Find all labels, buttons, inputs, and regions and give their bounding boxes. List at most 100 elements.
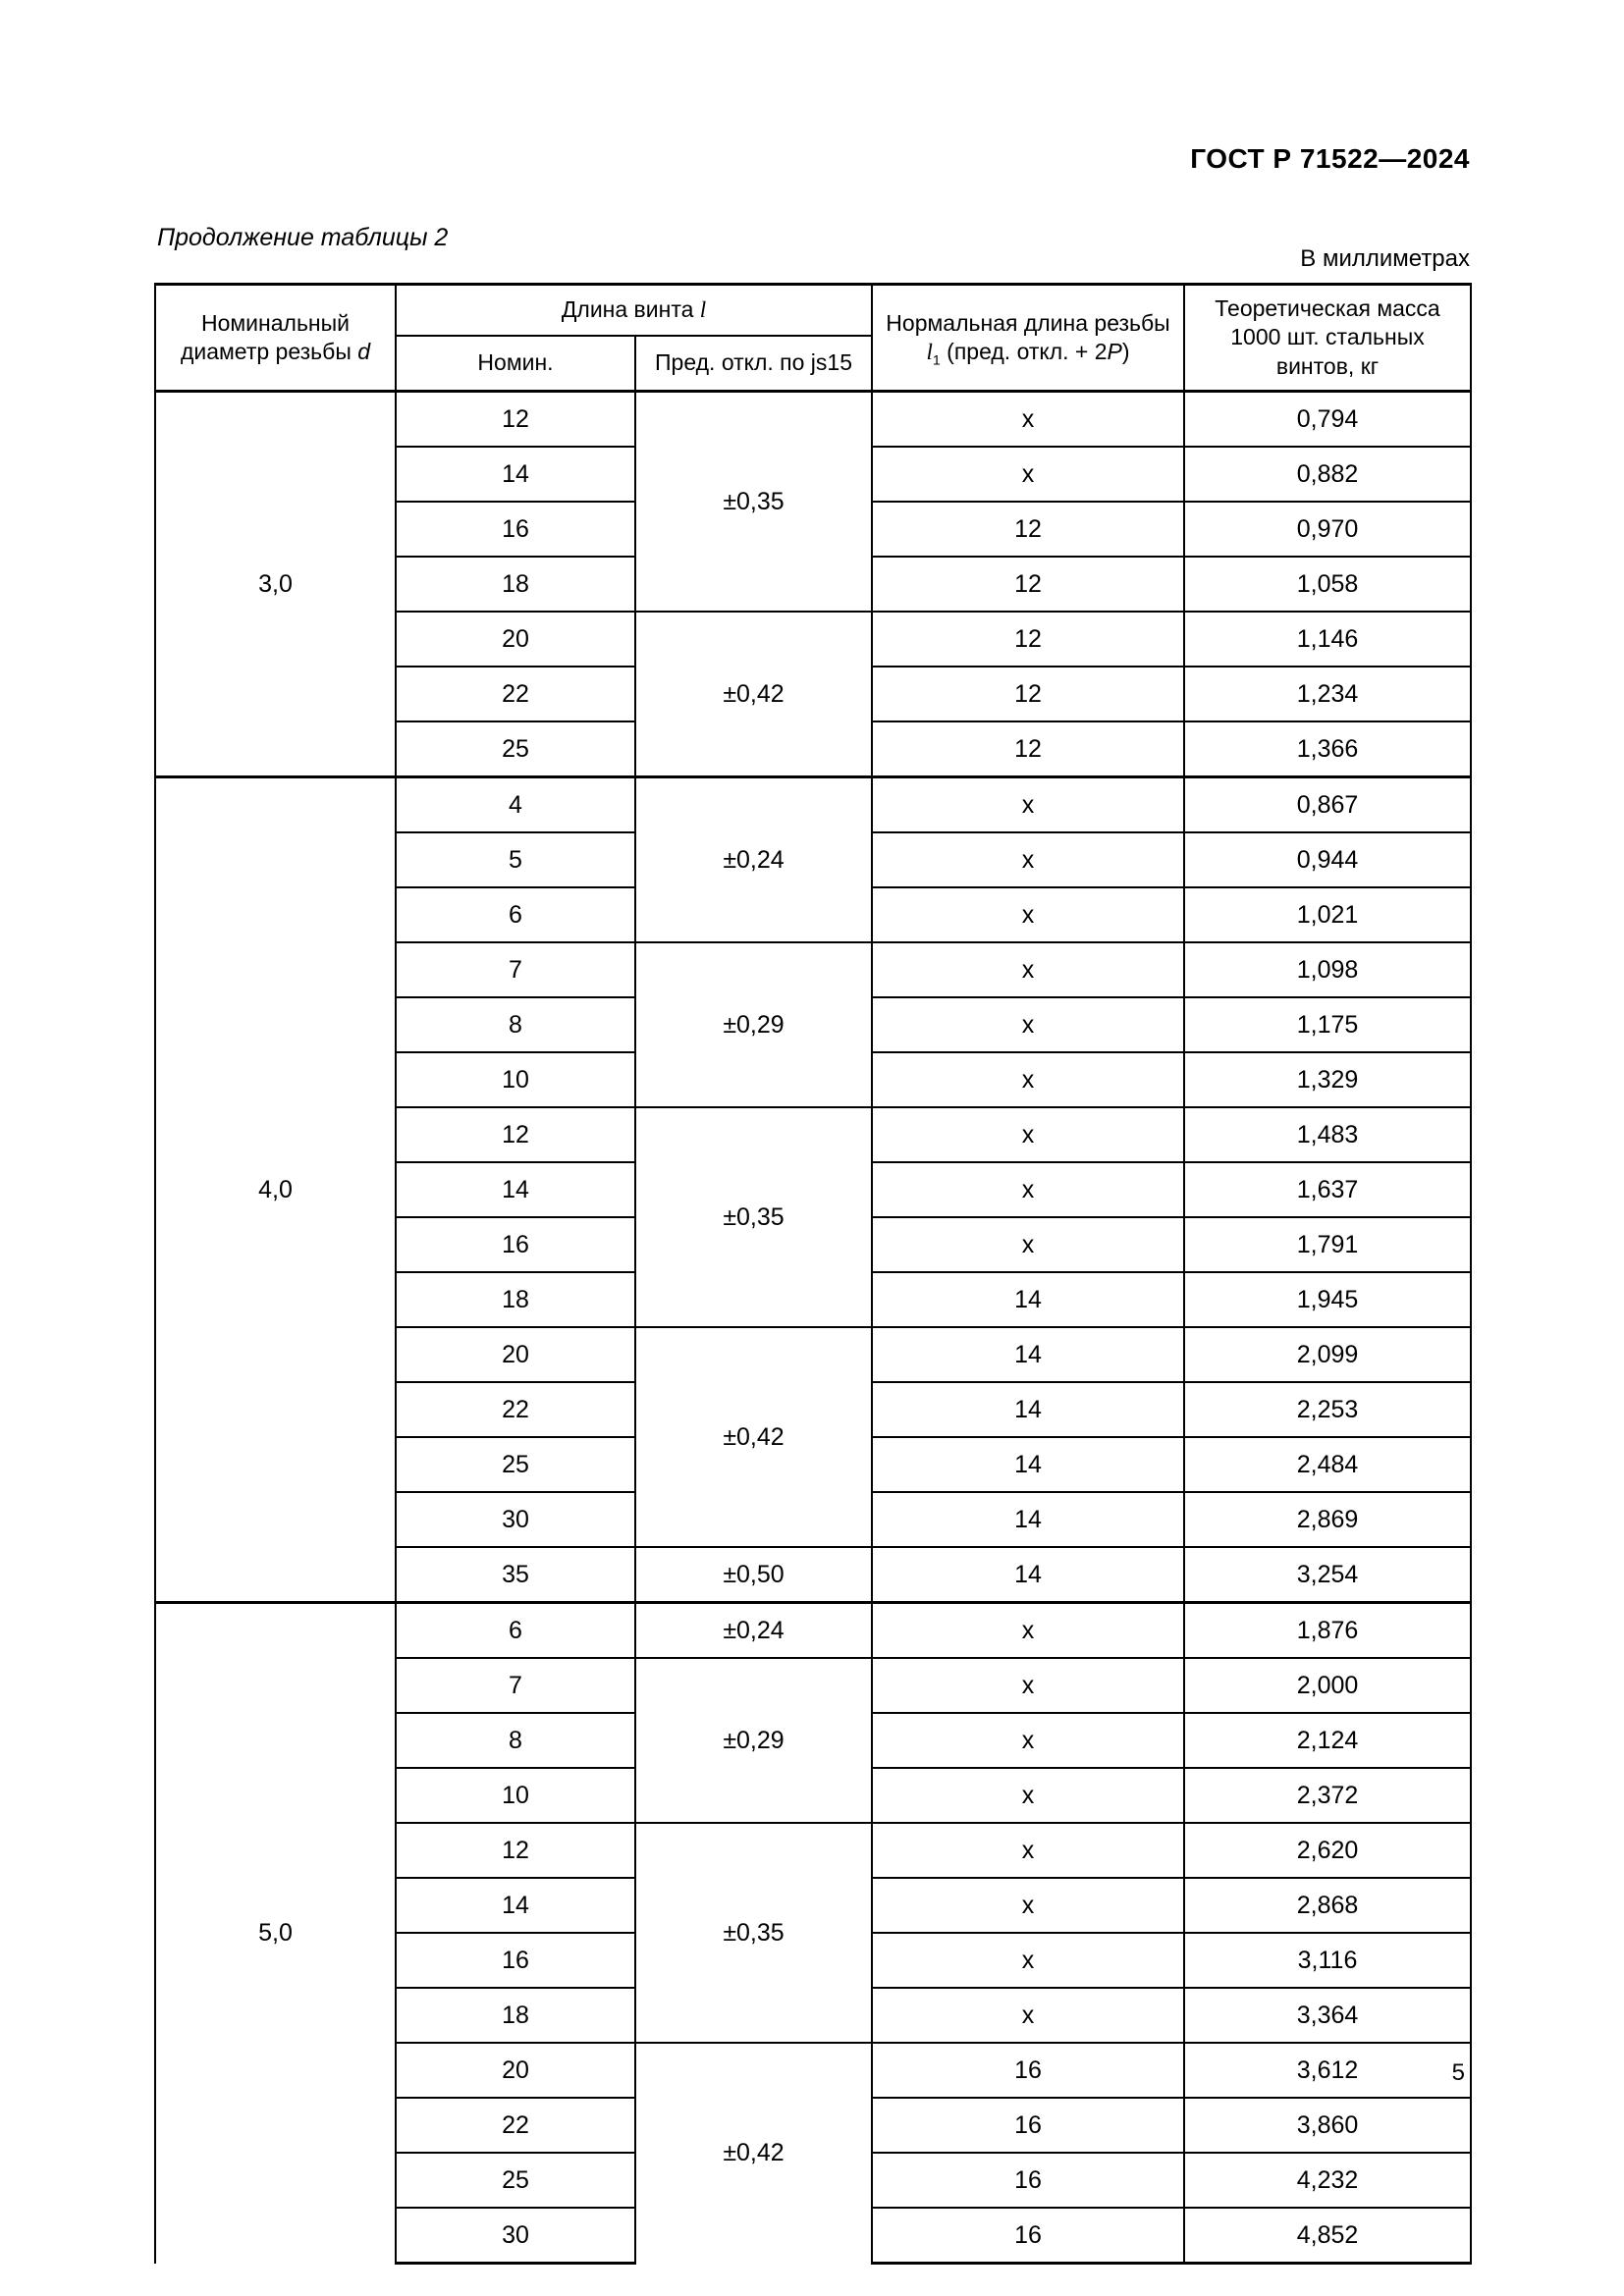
table-row: 16 х 1,791 xyxy=(155,1216,1473,1273)
thread-length-cell: х xyxy=(871,1932,1186,1989)
diameter-label: Номинальный диаметр резьбы xyxy=(180,309,352,364)
mass-cell: 1,329 xyxy=(1183,1051,1473,1108)
thread-length-cell: х xyxy=(871,1216,1186,1273)
tolerance-cell: ±0,50 xyxy=(633,1546,874,1604)
table-body: 3,0 12 ±0,35 х 0,794 14 х 0,882 16 12 0,970 18 12 1,0… xyxy=(154,390,1473,2265)
mass-cell: 3,364 xyxy=(1183,1987,1473,2044)
table-row: 14 х 2,868 xyxy=(155,1877,1473,1934)
tolerance-cell: ±0,35 xyxy=(633,390,874,613)
screw-length-cell: 10 xyxy=(395,1767,636,1824)
mass-cell: 3,254 xyxy=(1183,1546,1473,1604)
diameter-cell: 3,0 xyxy=(154,390,397,778)
column-header-nominal: Номин. xyxy=(395,335,636,393)
thread-length-cell: х xyxy=(871,775,1186,833)
mass-cell: 0,970 xyxy=(1183,501,1473,558)
mass-cell: 2,869 xyxy=(1183,1491,1473,1548)
table-row: 22 12 1,234 xyxy=(155,666,1473,722)
mass-cell: 2,253 xyxy=(1183,1381,1473,1438)
thread-length-cell: 12 xyxy=(871,666,1186,722)
screw-length-cell: 6 xyxy=(395,1601,636,1659)
thread-length-cell: 12 xyxy=(871,721,1186,778)
thread-length-cell: 16 xyxy=(871,2042,1186,2099)
column-header-tolerance: Пред. откл. по js15 xyxy=(633,335,874,393)
screw-length-cell: 30 xyxy=(395,1491,636,1548)
screw-length-cell: 20 xyxy=(395,2042,636,2099)
page-number: 5 xyxy=(1451,2059,1465,2086)
thread-length-close: ) xyxy=(1121,339,1130,364)
thread-length-cell: х xyxy=(871,1601,1186,1659)
doc-number: ГОСТ Р 71522—2024 xyxy=(1190,143,1470,174)
mass-cell: 0,882 xyxy=(1183,446,1473,503)
mass-cell: 1,234 xyxy=(1183,666,1473,722)
column-header-thread-length: Нормальная длина резьбы l1 (пред. откл. … xyxy=(871,283,1186,393)
thread-length-cell: 14 xyxy=(871,1491,1186,1548)
thread-length-cell: 16 xyxy=(871,2152,1186,2209)
mass-cell: 2,099 xyxy=(1183,1326,1473,1383)
table-row: 12 ±0,35 х 1,483 xyxy=(155,1106,1473,1328)
thread-length-cell: 14 xyxy=(871,1271,1186,1328)
screw-length-cell: 16 xyxy=(395,1216,636,1273)
mass-cell: 2,000 xyxy=(1183,1657,1473,1714)
thread-length-cell: х xyxy=(871,1051,1186,1108)
thread-length-cell: х xyxy=(871,390,1186,448)
diameter-symbol: d xyxy=(357,339,371,364)
table-row: 7 ±0,29 х 1,098 xyxy=(155,941,1473,1108)
table-row: 5,0 6 ±0,24 х 1,876 xyxy=(154,1601,1473,2264)
table-row: 20 ±0,42 16 3,612 xyxy=(155,2042,1473,2264)
screw-length-cell: 14 xyxy=(395,1161,636,1218)
mass-cell: 0,867 xyxy=(1183,775,1473,833)
thread-length-cell: х xyxy=(871,1877,1186,1934)
screw-length-cell: 8 xyxy=(395,996,636,1053)
table-row: 10 х 2,372 xyxy=(155,1767,1473,1824)
table-row: 20 ±0,42 14 2,099 xyxy=(155,1326,1473,1548)
screw-length-cell: 6 xyxy=(395,886,636,943)
screw-length-label: Длина винта xyxy=(561,296,694,323)
thread-length-cell: х xyxy=(871,831,1186,888)
tolerance-cell: ±0,42 xyxy=(633,2042,874,2264)
table-row: 14 х 0,882 xyxy=(155,446,1473,503)
thread-length-label: Нормальная длина резьбы xyxy=(886,309,1170,336)
tolerance-cell: ±0,29 xyxy=(633,1657,874,1824)
table-row: 4,0 4 ±0,24 х 0,867 xyxy=(154,775,1473,1604)
mass-cell: 2,484 xyxy=(1183,1436,1473,1493)
units-label: В миллиметрах xyxy=(1300,245,1470,272)
screw-length-cell: 4 xyxy=(395,775,636,833)
thread-length-cell: 16 xyxy=(871,2097,1186,2154)
thread-length-cell: х xyxy=(871,1822,1186,1879)
mass-cell: 0,944 xyxy=(1183,831,1473,888)
screw-length-cell: 22 xyxy=(395,1381,636,1438)
screw-length-cell: 12 xyxy=(395,1822,636,1879)
tolerance-cell: ±0,35 xyxy=(633,1106,874,1328)
thread-length-cell: х xyxy=(871,1161,1186,1218)
screw-length-cell: 25 xyxy=(395,2152,636,2209)
thread-length-formula: l1 (пред. откл. + 2P) xyxy=(879,338,1177,369)
table-continuation-caption: Продолжение таблицы 2 xyxy=(157,224,449,251)
tolerance-cell: ±0,24 xyxy=(633,1601,874,1659)
mass-cell: 1,021 xyxy=(1183,886,1473,943)
mass-cell: 1,791 xyxy=(1183,1216,1473,1273)
mass-cell: 1,876 xyxy=(1183,1601,1473,1659)
screw-length-symbol: l xyxy=(699,297,707,323)
table-row: 16 х 3,116 xyxy=(155,1932,1473,1989)
screw-length-cell: 8 xyxy=(395,1712,636,1769)
table-row: 22 16 3,860 xyxy=(155,2097,1473,2154)
thread-length-cell: х xyxy=(871,1657,1186,1714)
mass-cell: 1,637 xyxy=(1183,1161,1473,1218)
screw-length-cell: 14 xyxy=(395,1877,636,1934)
table-row: 25 12 1,366 xyxy=(155,721,1473,778)
screw-length-cell: 35 xyxy=(395,1546,636,1604)
screw-length-cell: 12 xyxy=(395,390,636,448)
mass-cell: 1,175 xyxy=(1183,996,1473,1053)
mass-cell: 3,860 xyxy=(1183,2097,1473,2154)
thread-length-subscript: 1 xyxy=(932,352,941,369)
mass-cell: 2,124 xyxy=(1183,1712,1473,1769)
mass-cell: 1,366 xyxy=(1183,721,1473,778)
screw-length-cell: 20 xyxy=(395,1326,636,1383)
tolerance-cell: ±0,42 xyxy=(633,1326,874,1548)
mass-cell: 0,794 xyxy=(1183,390,1473,448)
table-row: 22 14 2,253 xyxy=(155,1381,1473,1438)
thread-length-cell: х xyxy=(871,1106,1186,1163)
table-row: 30 16 4,852 xyxy=(155,2207,1473,2265)
mass-cell: 3,116 xyxy=(1183,1932,1473,1989)
